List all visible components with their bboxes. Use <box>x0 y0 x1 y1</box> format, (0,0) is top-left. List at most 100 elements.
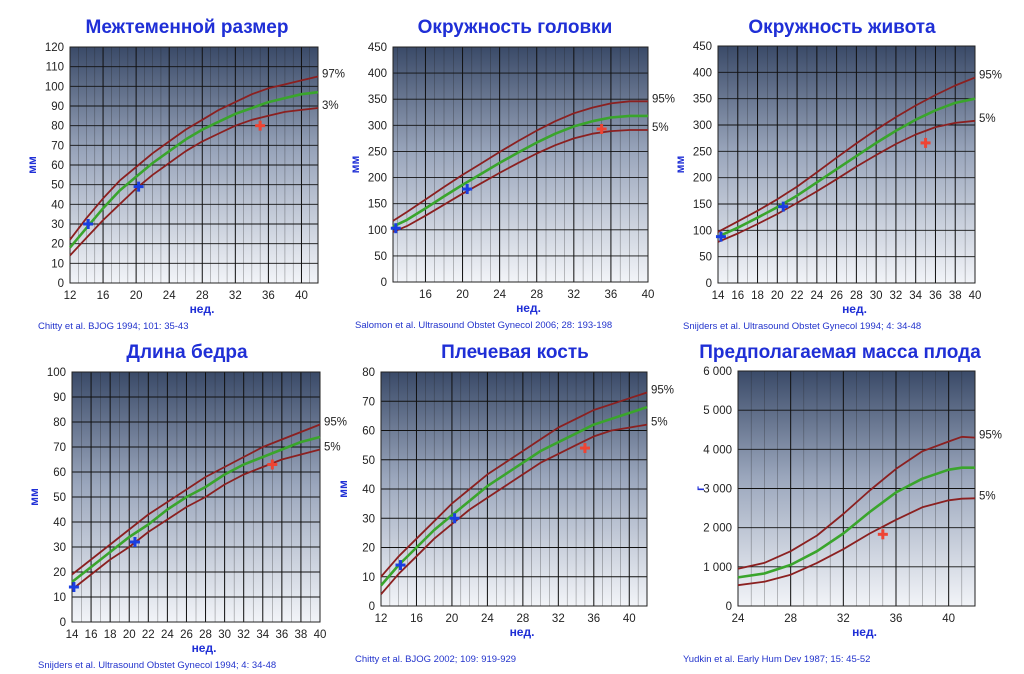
y-tick-label: 6 000 <box>703 366 732 378</box>
y-tick-label: 50 <box>699 252 712 264</box>
x-tick-label: 30 <box>870 290 883 302</box>
x-axis-label: нед. <box>190 302 215 316</box>
x-tick-label: 14 <box>66 629 79 641</box>
y-tick-label: 350 <box>368 94 387 106</box>
y-tick-label: 100 <box>693 225 712 237</box>
y-tick-label: 2 000 <box>703 523 732 535</box>
x-tick-label: 24 <box>163 290 176 302</box>
chart-panel-3: Окружность живота 95% 5% 0 50 100 150 200 250 300… <box>673 17 1002 332</box>
y-tick-label: 100 <box>47 367 66 379</box>
x-tick-label: 38 <box>949 290 962 302</box>
y-tick-label: 70 <box>362 396 375 408</box>
y-tick-label: 350 <box>693 94 712 106</box>
x-tick-label: 32 <box>890 290 903 302</box>
measurement-marker <box>395 560 406 571</box>
y-tick-label: 80 <box>362 367 375 379</box>
x-tick-label: 34 <box>256 629 269 641</box>
measurement-marker <box>83 219 94 229</box>
y-axis-label: мм <box>348 156 362 174</box>
upper-percentile-label: 97% <box>322 69 345 81</box>
x-tick-label: 18 <box>104 629 117 641</box>
upper-percentile-label: 95% <box>979 70 1002 82</box>
chart-panel-6: Предполагаемая масса плода 95% 5% 0 1 000 2 0… <box>683 342 1002 665</box>
y-tick-label: 10 <box>362 572 375 584</box>
curve-median <box>380 405 648 587</box>
plot-frame <box>69 46 319 284</box>
y-tick-label: 150 <box>368 199 387 211</box>
y-tick-label: 60 <box>53 467 66 479</box>
chart-title: Межтеменной размер <box>86 17 289 38</box>
y-tick-label: 10 <box>53 592 66 604</box>
x-tick-label: 20 <box>771 290 784 302</box>
citation: Snijders et al. Ultrasound Obstet Gyneco… <box>683 321 921 332</box>
y-tick-label: 50 <box>53 492 66 504</box>
y-axis-label: мм <box>673 156 687 174</box>
y-tick-label: 100 <box>368 225 387 237</box>
x-tick-label: 20 <box>456 289 469 301</box>
y-tick-label: 60 <box>362 426 375 438</box>
x-axis-label: нед. <box>192 641 217 655</box>
y-tick-label: 450 <box>693 41 712 53</box>
upper-percentile-label: 95% <box>324 417 347 429</box>
x-tick-label: 36 <box>890 613 903 625</box>
y-tick-label: 200 <box>693 173 712 185</box>
x-tick-label: 36 <box>605 289 618 301</box>
x-tick-label: 40 <box>314 629 327 641</box>
curve-median <box>737 466 975 579</box>
x-tick-label: 28 <box>530 289 543 301</box>
x-tick-label: 28 <box>850 290 863 302</box>
curve-upper <box>71 423 321 576</box>
y-tick-label: 450 <box>368 42 387 54</box>
measurement-marker <box>133 181 144 192</box>
x-tick-label: 36 <box>275 629 288 641</box>
y-tick-label: 0 <box>726 601 732 613</box>
measurement-marker <box>596 123 607 134</box>
y-tick-label: 70 <box>51 140 64 152</box>
measurement-marker <box>715 231 726 242</box>
curve-median <box>717 97 976 238</box>
y-tick-label: 90 <box>51 101 64 113</box>
x-tick-label: 32 <box>237 629 250 641</box>
curve-median <box>71 435 321 584</box>
plot-frame <box>380 371 648 607</box>
x-tick-label: 24 <box>493 289 506 301</box>
x-tick-label: 20 <box>123 629 136 641</box>
y-tick-label: 4 000 <box>703 444 732 456</box>
measurement-marker <box>920 137 931 148</box>
x-tick-label: 28 <box>784 613 797 625</box>
y-tick-label: 120 <box>45 42 64 54</box>
chart-title: Длина бедра <box>126 342 248 363</box>
y-tick-label: 40 <box>362 484 375 496</box>
x-tick-label: 12 <box>64 290 77 302</box>
plot-frame <box>737 370 976 607</box>
x-axis-label: нед. <box>510 625 535 639</box>
y-tick-label: 250 <box>368 146 387 158</box>
x-tick-label: 16 <box>419 289 432 301</box>
y-tick-label: 50 <box>51 180 64 192</box>
y-axis-label: мм <box>336 480 350 498</box>
x-tick-label: 40 <box>942 613 955 625</box>
lower-percentile-label: 5% <box>652 122 669 134</box>
chart-panel-1: Межтеменной размер 97% 3% 0 10 20 30 40 50 60 70 80… <box>25 17 345 332</box>
x-tick-label: 16 <box>97 290 110 302</box>
y-tick-label: 30 <box>362 513 375 525</box>
curve-lower <box>737 497 976 587</box>
x-tick-label: 36 <box>587 613 600 625</box>
y-tick-label: 0 <box>381 277 387 289</box>
x-tick-label: 16 <box>731 290 744 302</box>
y-tick-label: 400 <box>368 68 387 80</box>
x-tick-label: 34 <box>909 290 922 302</box>
lower-percentile-label: 5% <box>979 490 996 502</box>
upper-percentile-label: 95% <box>652 93 675 105</box>
y-tick-label: 0 <box>60 617 66 629</box>
x-tick-label: 22 <box>791 290 804 302</box>
y-tick-label: 0 <box>58 278 64 290</box>
y-tick-label: 90 <box>53 392 66 404</box>
curve-lower <box>717 119 976 243</box>
y-tick-label: 20 <box>362 543 375 555</box>
measurement-marker <box>877 529 888 540</box>
citation: Yudkin et al. Early Hum Dev 1987; 15: 45… <box>683 654 870 665</box>
x-tick-label: 40 <box>295 290 308 302</box>
chart-title: Предполагаемая масса плода <box>699 342 981 363</box>
lower-percentile-label: 5% <box>651 417 668 429</box>
